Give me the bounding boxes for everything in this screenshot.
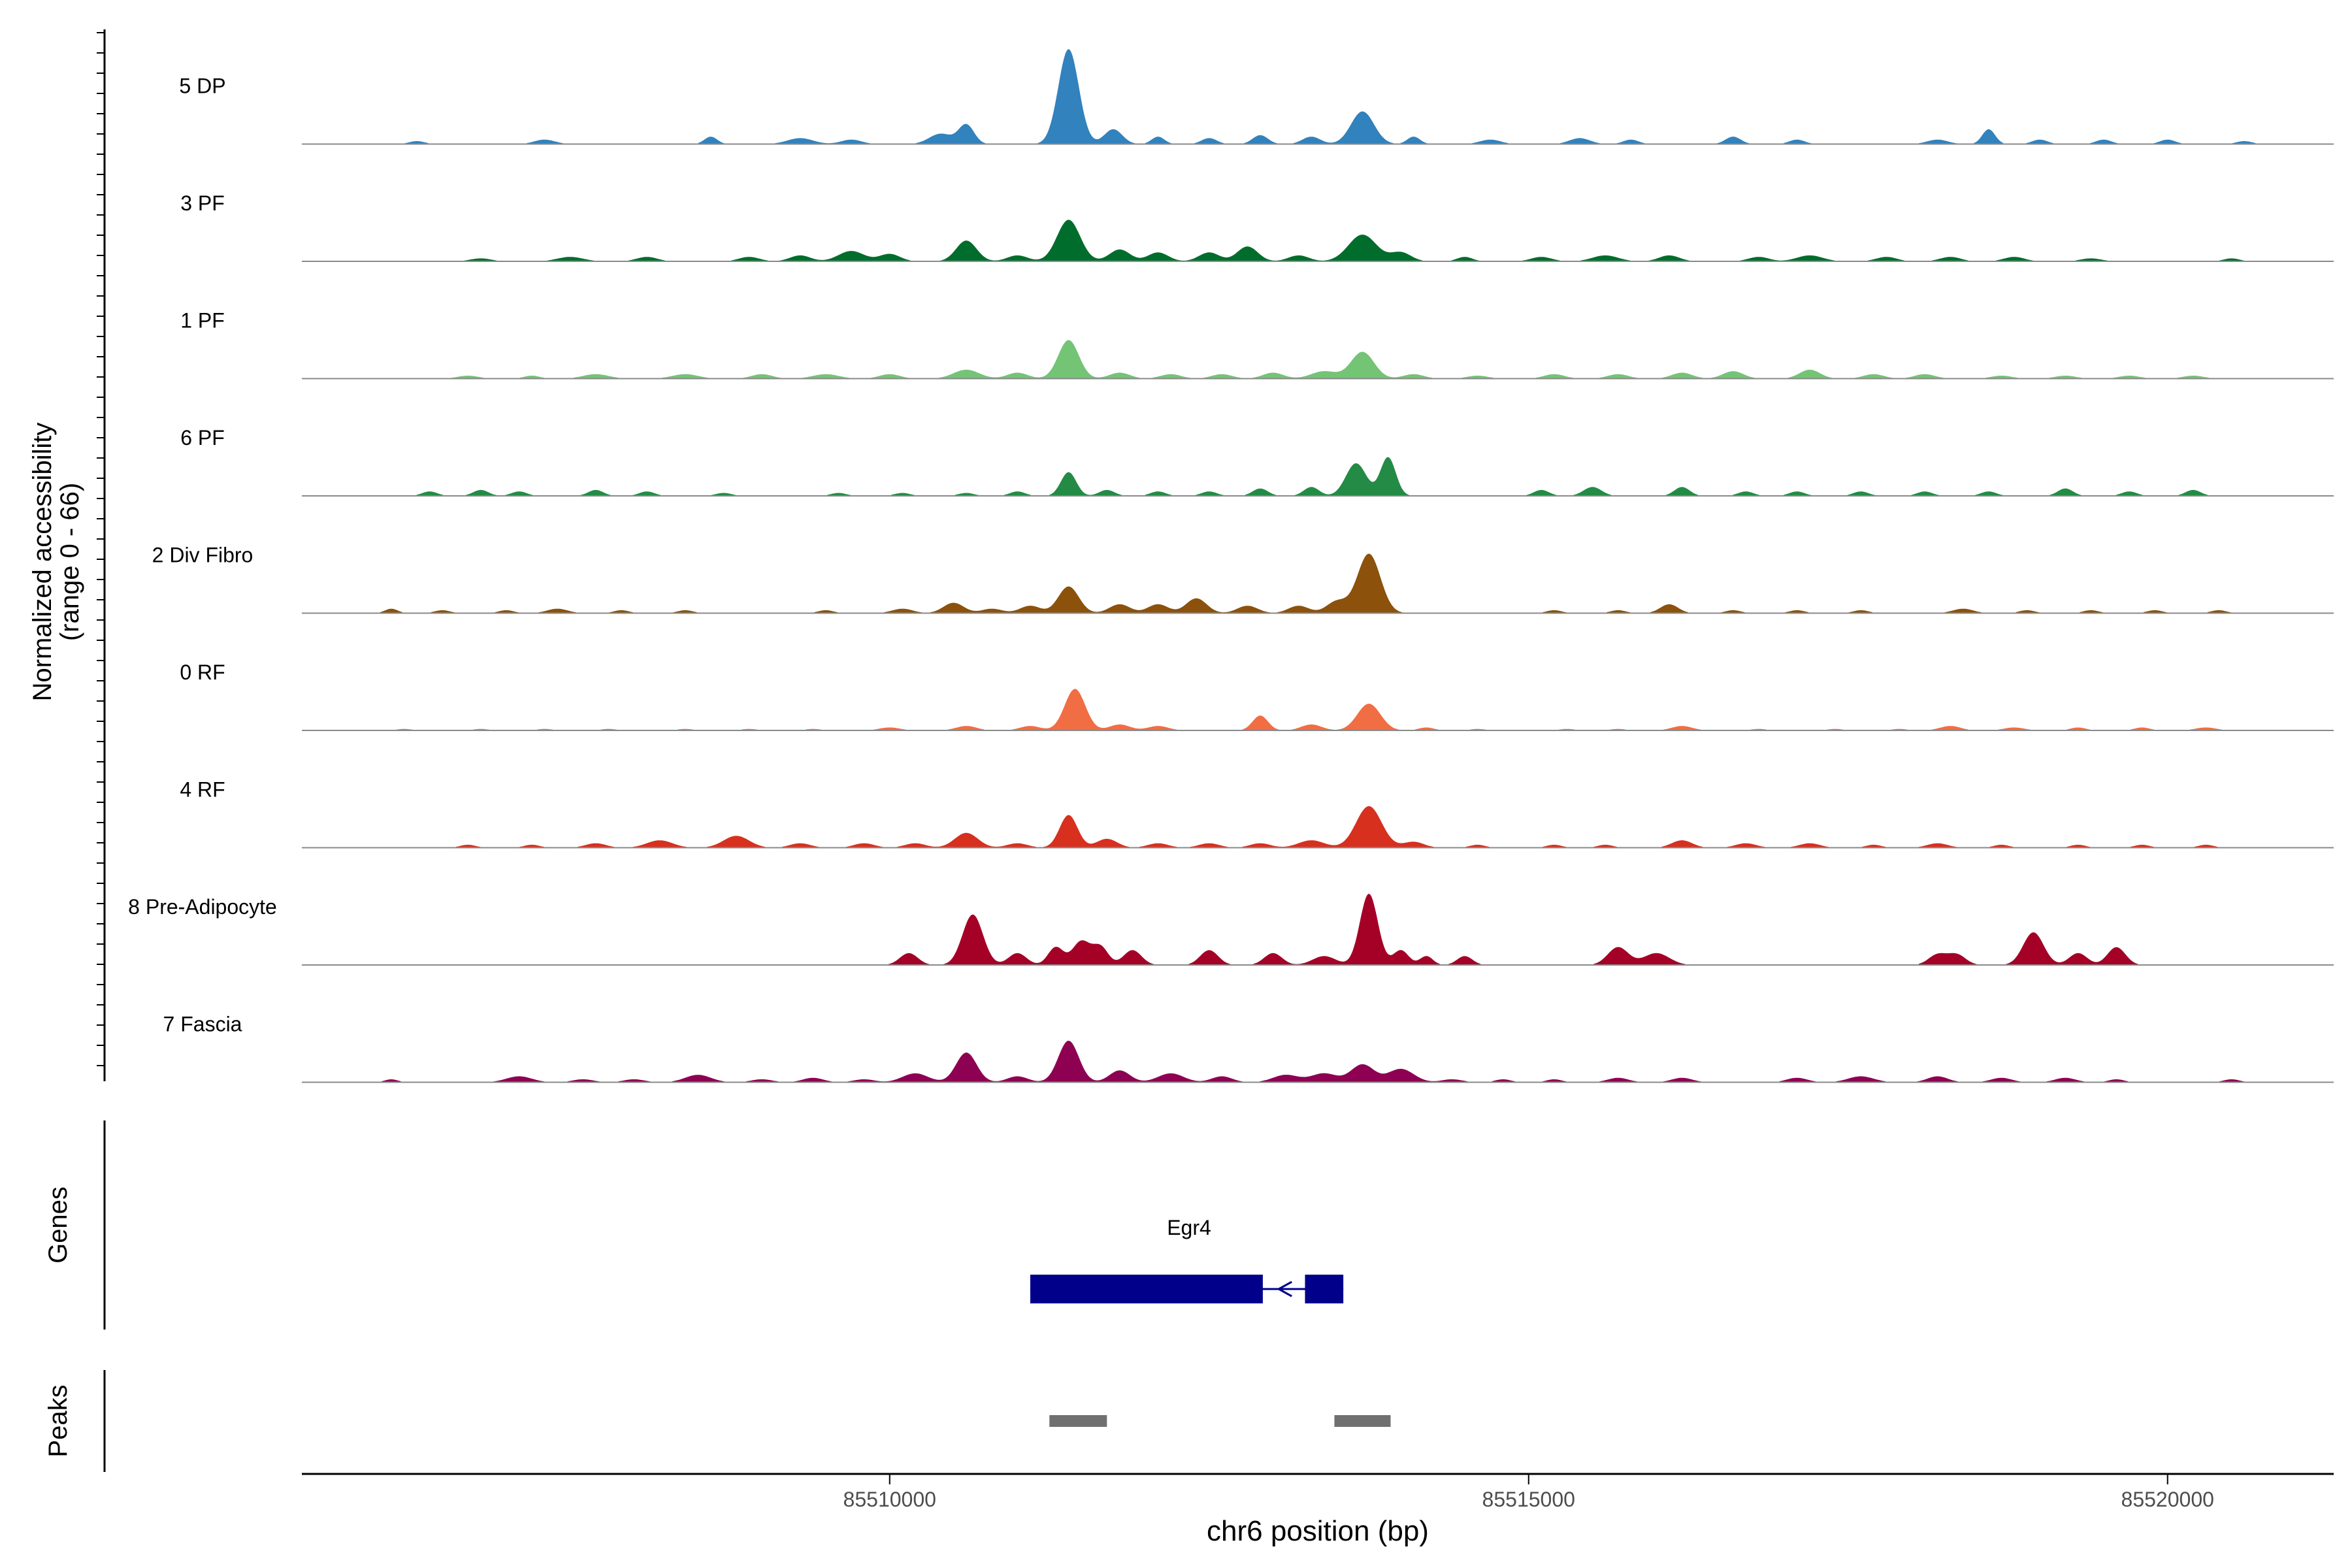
track-label: 6 PF — [180, 426, 225, 449]
track-0-rf: 0 RF — [180, 661, 2334, 731]
y-axis-label-line2: (range 0 - 66) — [56, 483, 84, 641]
coverage-area-6-pf — [416, 457, 2209, 496]
peak-track — [1049, 1415, 1391, 1427]
coverage-area-4-rf — [455, 806, 2219, 848]
track-label: 7 Fascia — [163, 1013, 242, 1036]
coverage-area-7-fascia — [382, 1040, 2246, 1083]
peaks-panel: Peaks — [44, 1370, 1391, 1472]
coverage-area-8-pre-adipocyte — [888, 894, 2140, 965]
track-1-pf: 1 PF — [180, 309, 2334, 380]
coverage-area-5-dp — [404, 49, 2257, 144]
x-tick-label: 85520000 — [2121, 1488, 2214, 1511]
track-4-rf: 4 RF — [180, 778, 2334, 849]
coverage-area-1-pf — [451, 340, 2211, 379]
gene-track: Egr4 — [1030, 1216, 1344, 1303]
peak-region — [1049, 1415, 1107, 1427]
track-label: 3 PF — [180, 191, 225, 215]
x-axis-ticks: 85510000 85515000 85520000 — [843, 1474, 2214, 1511]
coverage-area-0-rf — [396, 689, 2224, 730]
coverage-area-2-div-fibro — [380, 553, 2232, 613]
gene-exon — [1030, 1275, 1263, 1303]
track-2-div-fibro: 2 Div Fibro — [152, 544, 2334, 614]
track-label: 5 DP — [179, 74, 225, 98]
peak-region — [1334, 1415, 1391, 1427]
y-axis-ticks — [97, 32, 105, 1066]
gene-exon — [1305, 1275, 1344, 1303]
peaks-label: Peaks — [44, 1384, 73, 1457]
y-axis-label-line1: Normalized accessibility — [28, 423, 57, 702]
gene-name: Egr4 — [1167, 1216, 1211, 1239]
tracks: 5 DP 3 PF 1 PF 6 PF 2 Div Fibro 0 RF 4 RF 8 Pre… — [128, 49, 2334, 1083]
track-5-dp: 5 DP — [179, 49, 2334, 145]
genes-label: Genes — [44, 1186, 73, 1264]
x-tick-label: 85515000 — [1482, 1488, 1575, 1511]
track-8-pre-adipocyte: 8 Pre-Adipocyte — [128, 894, 2334, 966]
strand-arrow-icon — [1277, 1281, 1292, 1298]
x-tick-label: 85510000 — [843, 1488, 936, 1511]
track-label: 1 PF — [180, 309, 225, 333]
genes-panel: Genes Egr4 — [44, 1120, 1344, 1330]
coverage-area-3-pf — [464, 220, 2246, 261]
x-axis-label: chr6 position (bp) — [1207, 1515, 1429, 1547]
track-3-pf: 3 PF — [180, 191, 2334, 262]
track-label: 2 Div Fibro — [152, 544, 253, 567]
track-7-fascia: 7 Fascia — [163, 1013, 2334, 1083]
track-6-pf: 6 PF — [180, 426, 2334, 497]
track-label: 8 Pre-Adipocyte — [128, 895, 277, 919]
x-axis: 85510000 85515000 85520000 chr6 position (… — [302, 1473, 2334, 1547]
track-label: 4 RF — [180, 778, 225, 802]
track-label: 0 RF — [180, 661, 225, 684]
coverage-panel: Normalized accessibility (range 0 - 66) … — [28, 29, 2334, 1083]
